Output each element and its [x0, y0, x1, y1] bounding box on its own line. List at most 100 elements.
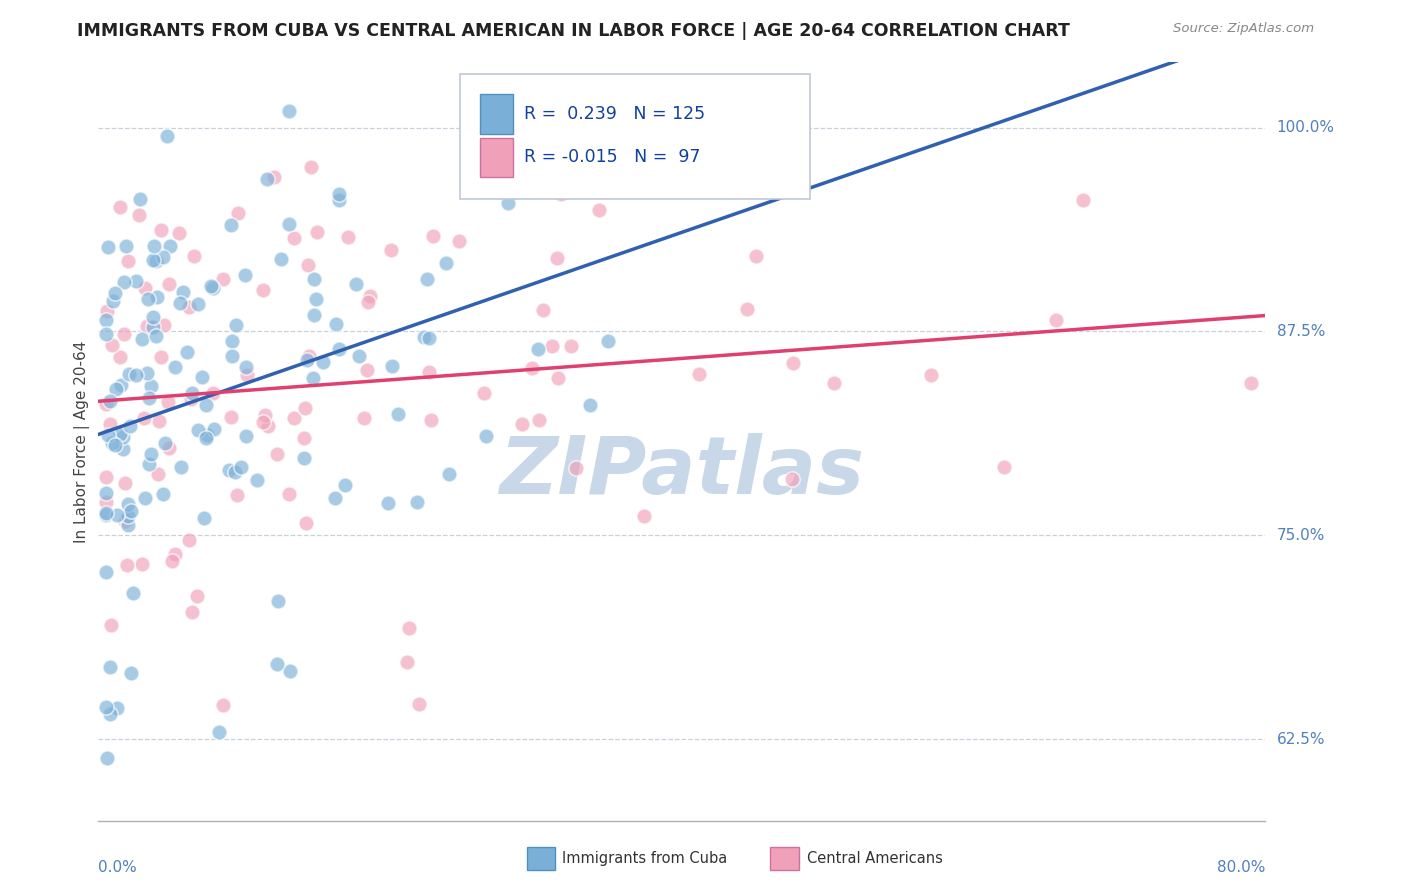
- Point: [193, 511, 215, 525]
- Point: [165, 359, 187, 374]
- Point: [297, 258, 319, 272]
- FancyBboxPatch shape: [460, 74, 810, 199]
- Point: [235, 429, 257, 443]
- Point: [496, 195, 519, 210]
- Point: [283, 231, 305, 245]
- Point: [96, 304, 118, 318]
- Point: [135, 318, 157, 333]
- Point: [179, 533, 201, 547]
- Point: [114, 514, 136, 528]
- Text: 75.0%: 75.0%: [1277, 528, 1324, 543]
- Point: [112, 276, 135, 290]
- Point: [94, 312, 117, 326]
- Point: [782, 471, 804, 485]
- Point: [159, 239, 181, 253]
- Text: 80.0%: 80.0%: [1218, 860, 1265, 874]
- Point: [94, 495, 117, 509]
- Point: [256, 172, 278, 186]
- Point: [148, 467, 170, 482]
- Point: [218, 463, 240, 477]
- Point: [548, 177, 571, 191]
- Point: [135, 366, 157, 380]
- Point: [278, 104, 301, 119]
- Point: [579, 397, 602, 411]
- Point: [221, 349, 243, 363]
- Point: [398, 621, 420, 635]
- Point: [105, 382, 128, 396]
- Point: [138, 457, 160, 471]
- Point: [263, 169, 285, 184]
- Point: [160, 554, 183, 568]
- Point: [97, 427, 120, 442]
- Point: [416, 272, 439, 286]
- Point: [418, 365, 440, 379]
- Point: [117, 367, 139, 381]
- Point: [541, 339, 564, 353]
- Point: [120, 665, 142, 680]
- Point: [412, 330, 434, 344]
- Text: Immigrants from Cuba: Immigrants from Cuba: [562, 851, 728, 865]
- Point: [277, 217, 299, 231]
- Point: [131, 557, 153, 571]
- Point: [405, 494, 427, 508]
- Point: [100, 618, 122, 632]
- Point: [134, 411, 156, 425]
- Text: Central Americans: Central Americans: [807, 851, 943, 865]
- Text: 0.0%: 0.0%: [98, 860, 138, 874]
- Point: [103, 293, 125, 308]
- Point: [298, 349, 321, 363]
- Point: [191, 369, 214, 384]
- Point: [520, 360, 543, 375]
- Point: [418, 331, 440, 345]
- Point: [129, 193, 152, 207]
- Text: 87.5%: 87.5%: [1277, 324, 1324, 339]
- Point: [1045, 313, 1067, 327]
- Point: [782, 356, 804, 370]
- Point: [115, 558, 138, 573]
- Point: [104, 286, 127, 301]
- Point: [200, 278, 222, 293]
- Point: [195, 428, 218, 442]
- Point: [299, 160, 322, 174]
- Text: IMMIGRANTS FROM CUBA VS CENTRAL AMERICAN IN LABOR FORCE | AGE 20-64 CORRELATION : IMMIGRANTS FROM CUBA VS CENTRAL AMERICAN…: [77, 22, 1070, 40]
- Point: [170, 459, 193, 474]
- Point: [97, 240, 120, 254]
- Point: [202, 422, 225, 436]
- Point: [176, 344, 198, 359]
- Point: [347, 349, 370, 363]
- Point: [1240, 376, 1263, 391]
- Point: [128, 208, 150, 222]
- Point: [564, 461, 586, 475]
- Text: R = -0.015   N =  97: R = -0.015 N = 97: [524, 148, 700, 166]
- Point: [145, 328, 167, 343]
- Point: [380, 243, 402, 257]
- Point: [98, 394, 121, 409]
- Point: [98, 417, 121, 431]
- Point: [920, 368, 942, 382]
- Point: [252, 283, 274, 297]
- Point: [152, 250, 174, 264]
- Point: [328, 187, 350, 202]
- Point: [136, 292, 159, 306]
- Point: [101, 436, 124, 450]
- Point: [156, 395, 179, 409]
- Point: [328, 194, 350, 208]
- Text: Source: ZipAtlas.com: Source: ZipAtlas.com: [1174, 22, 1315, 36]
- Point: [125, 368, 148, 382]
- Point: [105, 508, 128, 523]
- Point: [94, 508, 117, 523]
- Point: [142, 320, 165, 334]
- Point: [104, 438, 127, 452]
- Point: [156, 128, 179, 143]
- Point: [547, 371, 569, 385]
- Point: [134, 491, 156, 506]
- Point: [460, 104, 482, 119]
- Point: [333, 478, 356, 492]
- Point: [134, 281, 156, 295]
- Text: 100.0%: 100.0%: [1277, 120, 1334, 136]
- Point: [283, 410, 305, 425]
- Point: [546, 252, 568, 266]
- Point: [229, 459, 252, 474]
- Point: [94, 507, 117, 521]
- Point: [278, 487, 301, 501]
